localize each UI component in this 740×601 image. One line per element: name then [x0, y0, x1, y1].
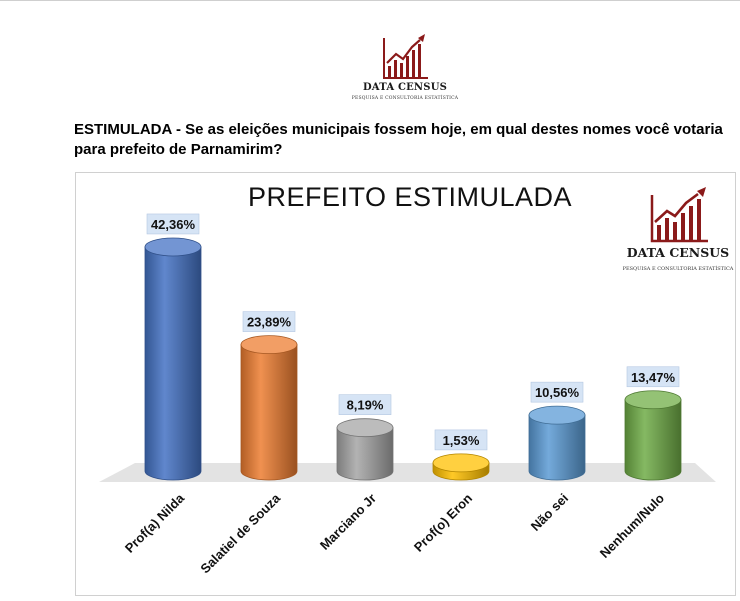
- bar-top: [240, 335, 298, 355]
- brand-name: DATA CENSUS: [362, 82, 448, 93]
- bar-body: [528, 414, 586, 481]
- bar-chart: 42,36% 23,89% 8,19% 1,53% 10,56% 13,47% Prof(…: [99, 213, 716, 576]
- bar-0: [144, 237, 202, 481]
- category-label: Não sei: [528, 491, 571, 534]
- category-label: Marciano Jr: [317, 491, 379, 553]
- header-logo: DATA CENSUS PESQUISA E CONSULTORIA ESTAT…: [340, 30, 470, 110]
- bar-top: [432, 453, 490, 473]
- data-label-text: 23,89%: [247, 315, 292, 330]
- bar-2: [336, 418, 394, 481]
- bar-body: [240, 344, 298, 481]
- chart-title: PREFEITO ESTIMULADA: [247, 182, 573, 212]
- top-divider: [0, 0, 740, 1]
- chart-logo-name: DATA CENSUS: [626, 245, 730, 260]
- data-label: 1,53%: [434, 429, 488, 451]
- data-label: 42,36%: [146, 213, 200, 235]
- category-label: Prof(a) Nilda: [122, 490, 188, 556]
- bar-4: [528, 405, 586, 481]
- category-label: Salatiel de Souza: [197, 490, 283, 576]
- bar-top: [144, 237, 202, 257]
- bar-top: [336, 418, 394, 438]
- data-label-text: 8,19%: [347, 398, 384, 413]
- data-label: 23,89%: [242, 311, 296, 332]
- bar-top: [528, 405, 586, 425]
- bar-top: [624, 390, 682, 410]
- data-label-text: 10,56%: [535, 385, 580, 400]
- data-label-text: 13,47%: [631, 370, 676, 385]
- bar-5: [624, 390, 682, 481]
- chart-growth-icon: [650, 187, 708, 243]
- chart-growth-icon: [383, 34, 428, 79]
- chart-logo: DATA CENSUS PESQUISA E CONSULTORIA ESTAT…: [620, 185, 736, 280]
- data-label-text: 42,36%: [151, 217, 196, 232]
- chart-logo-tagline: PESQUISA E CONSULTORIA ESTATÍSTICA: [622, 266, 734, 272]
- brand-tagline: PESQUISA E CONSULTORIA ESTATÍSTICA: [351, 96, 459, 101]
- data-label: 8,19%: [338, 394, 392, 415]
- bar-1: [240, 335, 298, 481]
- category-label: Prof(o) Eron: [411, 490, 475, 554]
- bar-3: [432, 453, 490, 481]
- bar-body: [336, 427, 394, 481]
- category-label: Nenhum/Nulo: [597, 490, 667, 560]
- bar-body: [144, 246, 202, 481]
- data-label-text: 1,53%: [443, 433, 480, 448]
- data-label: 10,56%: [530, 381, 584, 403]
- survey-question: ESTIMULADA - Se as eleições municipais f…: [74, 121, 723, 158]
- data-label: 13,47%: [626, 366, 680, 388]
- bar-body: [624, 399, 682, 481]
